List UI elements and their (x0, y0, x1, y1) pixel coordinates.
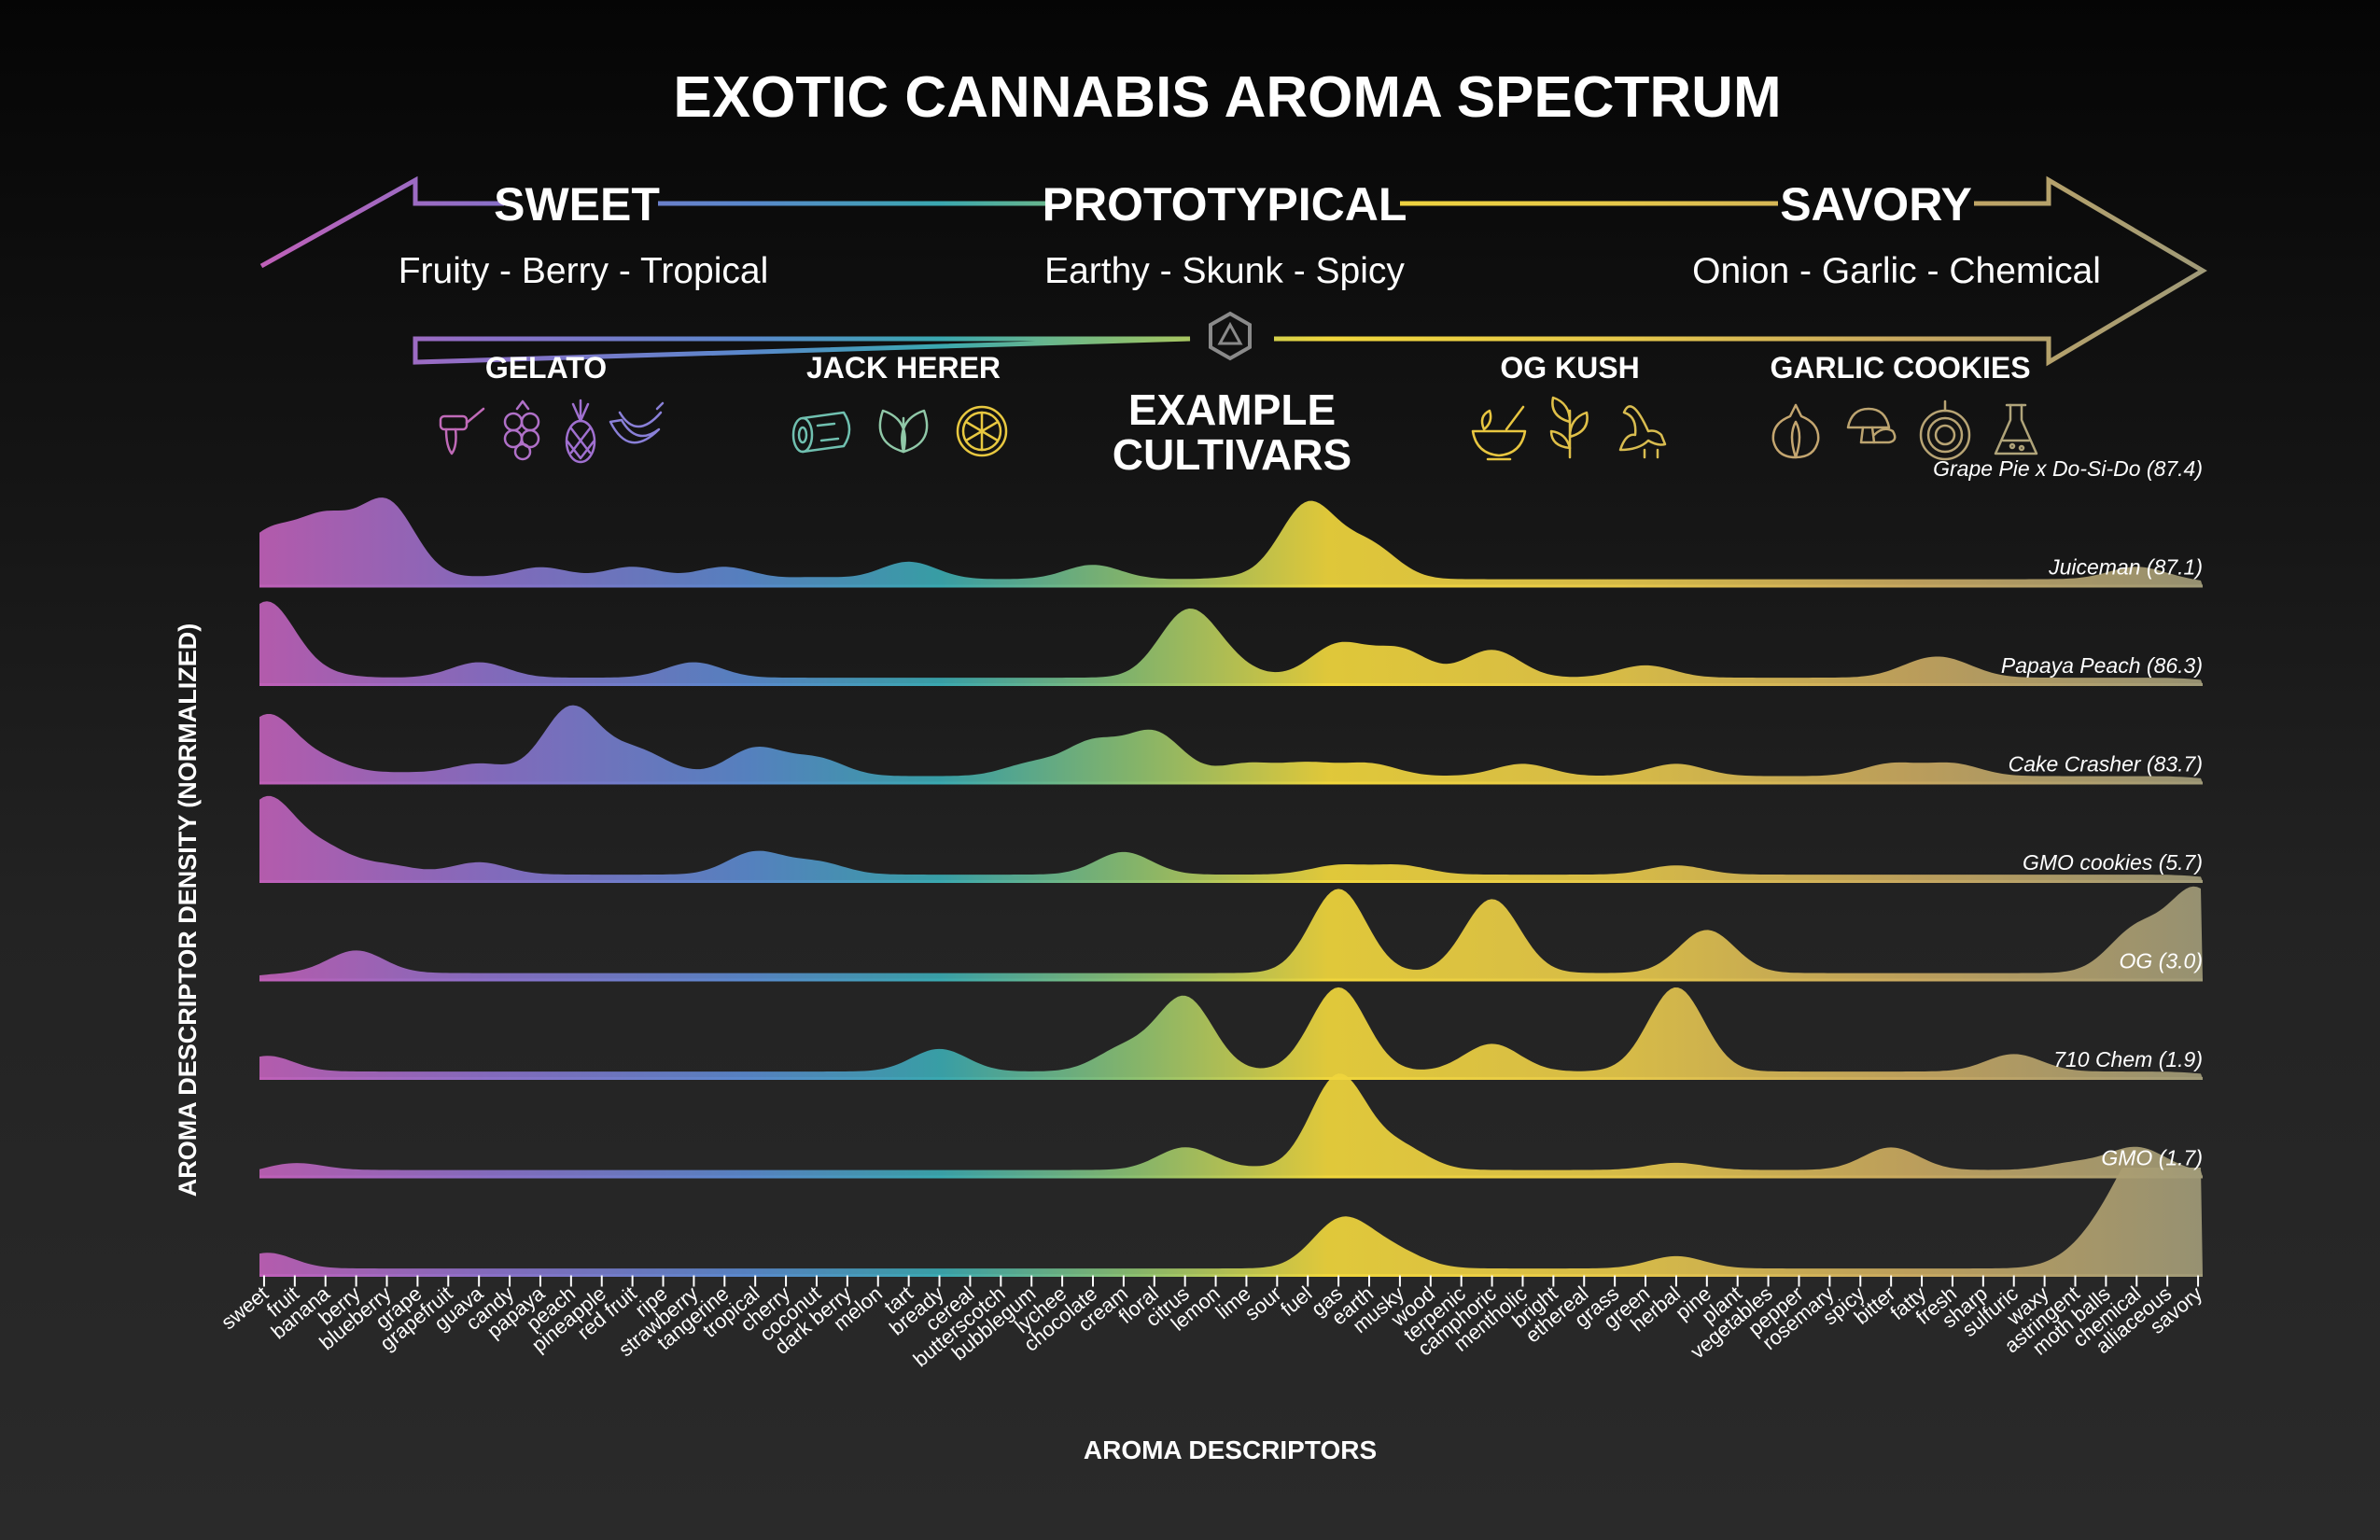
cultivar-jack-herer: JACK HERER (806, 351, 1001, 385)
spectrum-label-sweet: SWEET (494, 178, 660, 231)
spectrum-label-savory: SAVORY (1780, 178, 1972, 231)
wood-log-icon (791, 411, 851, 454)
herb-sprig-icon (1549, 396, 1589, 459)
ridge-series-0 (259, 497, 2203, 586)
ridge-series-1 (259, 601, 2203, 685)
series-label-6: 710 Chem (1.9) (2053, 1047, 2203, 1071)
spectrum-sub-savory: Onion - Garlic - Chemical (1692, 251, 2101, 291)
banana-icon (609, 401, 665, 444)
example-cultivars-label-2: CULTIVARS (1113, 430, 1351, 479)
ridge-series-3 (259, 795, 2203, 882)
series-label-2: Papaya Peach (86.3) (2001, 653, 2203, 678)
spectrum-arrow (259, 175, 2207, 367)
ridge-series-4 (259, 886, 2203, 980)
cultivar-garlic-cookies: GARLIC COOKIES (1770, 351, 2030, 385)
series-label-1: Juiceman (87.1) (2048, 555, 2203, 580)
y-axis-title: AROMA DESCRIPTOR DENSITY (NORMALIZED) (174, 623, 202, 1197)
cultivar-og-kush: OG KUSH (1500, 351, 1639, 385)
spectrum-sub-prototypical: Earthy - Skunk - Spicy (1044, 251, 1405, 291)
series-label-5: OG (3.0) (2120, 949, 2203, 973)
ridge-series-5 (259, 987, 2203, 1079)
spectrum-label-prototypical: PROTOTYPICAL (1043, 178, 1407, 231)
cultivar-gelato: GELATO (485, 351, 607, 385)
ridgeline-plot (259, 497, 2203, 1277)
series-label-0: Grape Pie x Do-Si-Do (87.4) (1933, 456, 2203, 481)
pineapple-icon (565, 399, 596, 464)
example-cultivars-label-1: EXAMPLE (1128, 385, 1336, 434)
honey-dipper-icon (439, 407, 485, 455)
ridge-series-2 (259, 705, 2203, 783)
cultivar-row-labels: Grape Pie x Do-Si-Do (87.4) Juiceman (87.… (1933, 456, 2203, 1170)
mortar-pestle-icon (1471, 405, 1527, 461)
raspberry-icon (503, 399, 540, 461)
citrus-slice-icon (956, 405, 1008, 457)
x-axis: sweetfruitbananaberryblueberrygrapegrape… (217, 1275, 2206, 1371)
chart-title: EXOTIC CANNABIS AROMA SPECTRUM (673, 65, 1781, 130)
garlic-icon (1771, 403, 1820, 459)
flask-icon (1994, 403, 2038, 455)
series-label-7: GMO (1.7) (2101, 1146, 2203, 1170)
ridge-series-6 (259, 1073, 2203, 1177)
brand-logo-icon (1209, 311, 1252, 361)
x-tick-label: sweet (217, 1281, 273, 1334)
leaves-icon (878, 409, 929, 454)
spectrum-sub-sweet: Fruity - Berry - Tropical (399, 251, 769, 291)
series-label-4: GMO cookies (5.7) (2023, 850, 2203, 875)
ridge-series-7 (259, 1168, 2203, 1276)
x-axis-title: AROMA DESCRIPTORS (1084, 1435, 1377, 1464)
series-label-3: Cake Crasher (83.7) (2009, 752, 2203, 777)
mushroom-icon (1846, 407, 1897, 444)
onion-icon (1919, 399, 1971, 461)
skunk-icon (1618, 405, 1667, 459)
